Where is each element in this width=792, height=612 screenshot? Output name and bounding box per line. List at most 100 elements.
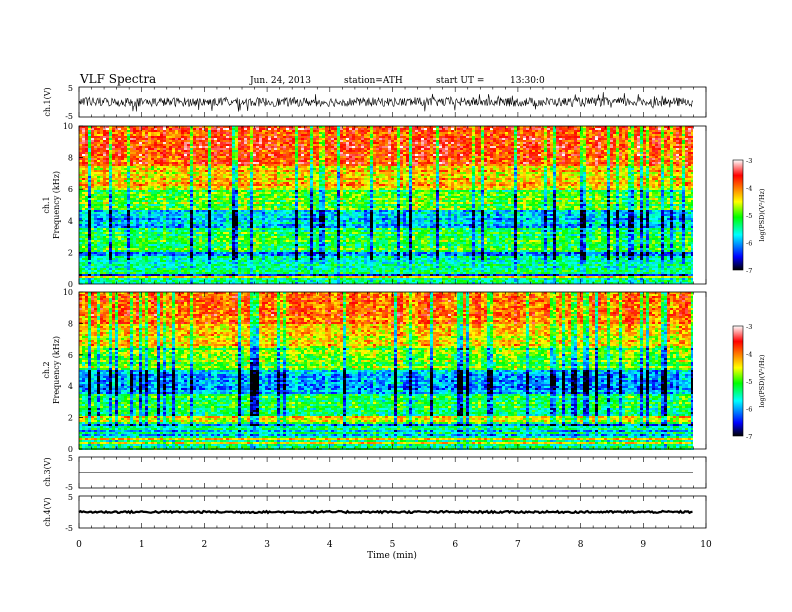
spectrogram-cell	[577, 140, 580, 142]
spectrogram-cell	[325, 148, 328, 150]
spectrogram-cell	[493, 128, 496, 130]
spectrogram-cell	[397, 170, 400, 172]
spectrogram-cell	[151, 150, 154, 152]
spectrogram-cell	[238, 154, 241, 156]
spectrogram-cell	[490, 138, 493, 140]
spectrogram-cell	[373, 132, 376, 134]
spectrogram-cell	[448, 136, 451, 138]
spectrogram-cell	[205, 138, 208, 140]
spectrogram-cell	[556, 140, 559, 142]
spectrogram-cell	[151, 144, 154, 146]
spectrogram-cell	[244, 166, 247, 168]
spectrogram-cell	[544, 148, 547, 150]
spectrogram-cell	[427, 172, 430, 174]
spectrogram-cell	[157, 164, 160, 166]
spectrogram-cell	[394, 162, 397, 164]
spectrogram-cell	[538, 134, 541, 136]
spectrogram-cell	[535, 160, 538, 162]
spectrogram-cell	[577, 142, 580, 144]
spectrogram-cell	[97, 162, 100, 164]
spectrogram-cell	[643, 134, 646, 136]
spectrogram-cell	[538, 140, 541, 142]
spectrogram-cell	[589, 168, 592, 170]
spectrogram-cell	[466, 160, 469, 162]
spectrogram-cell	[418, 150, 421, 152]
spectrogram-cell	[382, 170, 385, 172]
spectrogram-cell	[379, 172, 382, 174]
spectrogram-cell	[433, 128, 436, 130]
spectrogram-cell	[400, 170, 403, 172]
spectrogram-cell	[91, 164, 94, 166]
spectrogram-cell	[130, 144, 133, 146]
spectrogram-cell	[214, 166, 217, 168]
spectrogram-cell	[499, 156, 502, 158]
spectrogram-cell	[181, 138, 184, 140]
spectrogram-cell	[493, 162, 496, 164]
spectrogram-cell	[670, 150, 673, 152]
spectrogram-cell	[169, 144, 172, 146]
spectrogram-cell	[490, 136, 493, 138]
spectrogram-cell	[193, 158, 196, 160]
spectrogram-cell	[118, 168, 121, 170]
spectrogram-cell	[409, 138, 412, 140]
spectrogram-cell	[586, 136, 589, 138]
spectrogram-cell	[238, 164, 241, 166]
spectrogram-cell	[535, 142, 538, 144]
spectrogram-cell	[82, 160, 85, 162]
spectrogram-cell	[484, 160, 487, 162]
spectrogram-cell	[355, 140, 358, 142]
spectrogram-cell	[496, 132, 499, 134]
spectrogram-cell	[79, 158, 82, 160]
spectrogram-cell	[673, 130, 676, 132]
spectrogram-cell	[142, 150, 145, 152]
spectrogram-cell	[358, 164, 361, 166]
spectrogram-cell	[139, 142, 142, 144]
spectrogram-cell	[157, 170, 160, 172]
spectrogram-cell	[673, 132, 676, 134]
spectrogram-cell	[367, 138, 370, 140]
spectrogram-cell	[430, 146, 433, 148]
spectrogram-cell	[430, 164, 433, 166]
spectrogram-cell	[175, 156, 178, 158]
spectrogram-cell	[397, 168, 400, 170]
spectrogram-cell	[658, 140, 661, 142]
spectrogram-cell	[508, 132, 511, 134]
spectrogram-cell	[382, 160, 385, 162]
spectrogram-cell	[505, 156, 508, 158]
spectrogram-cell	[148, 164, 151, 166]
spectrogram-cell	[301, 164, 304, 166]
spectrogram-cell	[145, 138, 148, 140]
spectrogram-cell	[376, 152, 379, 154]
spectrogram-cell	[667, 140, 670, 142]
spectrogram-cell	[481, 152, 484, 154]
spectrogram-cell	[217, 128, 220, 130]
spectrogram-cell	[184, 138, 187, 140]
spectrogram-cell	[256, 168, 259, 170]
spectrogram-cell	[499, 136, 502, 138]
spectrogram-cell	[451, 164, 454, 166]
spectrogram-cell	[157, 130, 160, 132]
spectrogram-cell	[382, 168, 385, 170]
spectrogram-cell	[469, 172, 472, 174]
spectrogram-cell	[577, 170, 580, 172]
spectrogram-cell	[151, 174, 154, 176]
spectrogram-cell	[163, 158, 166, 160]
spectrogram-cell	[439, 134, 442, 136]
spectrogram-cell	[673, 158, 676, 160]
spectrogram-cell	[553, 164, 556, 166]
spectrogram-cell	[262, 146, 265, 148]
spectrogram-cell	[307, 132, 310, 134]
spectrogram-cell	[598, 156, 601, 158]
spectrogram-cell	[154, 162, 157, 164]
spectrogram-cell	[169, 130, 172, 132]
spectrogram-cell	[607, 150, 610, 152]
spectrogram-cell	[601, 142, 604, 144]
spectrogram-cell	[523, 146, 526, 148]
spectrogram-cell	[178, 134, 181, 136]
spectrogram-cell	[340, 144, 343, 146]
spectrogram-cell	[136, 156, 139, 158]
spectrogram-cell	[217, 160, 220, 162]
spectrogram-cell	[400, 154, 403, 156]
spectrogram-cell	[346, 154, 349, 156]
spectrogram-cell	[421, 152, 424, 154]
